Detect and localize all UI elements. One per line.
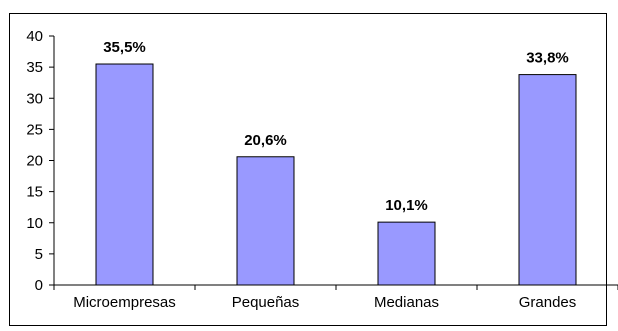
y-tick-label: 15 xyxy=(26,184,43,201)
x-tick-label: Microempresas xyxy=(73,294,176,311)
data-labels: 35,5% 20,6% 10,1% 33,8% xyxy=(103,39,569,214)
x-tick-label: Grandes xyxy=(519,294,577,311)
y-tick-label: 20 xyxy=(26,153,43,170)
y-axis-ticks: 0 5 10 15 20 25 30 35 40 xyxy=(26,28,54,294)
data-label: 33,8% xyxy=(526,50,569,67)
bar-medianas xyxy=(377,221,436,286)
x-axis-ticks: Microempresas Pequeñas Medianas Grandes xyxy=(53,285,618,311)
data-label: 10,1% xyxy=(385,197,428,214)
bar-microempresas xyxy=(95,63,154,286)
y-tick-label: 5 xyxy=(35,246,43,263)
data-label: 35,5% xyxy=(103,39,146,56)
y-tick-label: 35 xyxy=(26,59,43,76)
y-tick-label: 10 xyxy=(26,215,43,232)
bar-grandes xyxy=(518,74,577,286)
bar-pequeñas xyxy=(236,156,295,286)
x-tick-label: Medianas xyxy=(374,294,439,311)
y-tick-label: 30 xyxy=(26,90,43,107)
y-tick-label: 25 xyxy=(26,121,43,138)
x-tick-label: Pequeñas xyxy=(232,294,300,311)
data-label: 20,6% xyxy=(244,132,287,149)
bars xyxy=(95,63,577,286)
y-tick-label: 0 xyxy=(35,277,43,294)
y-tick-label: 40 xyxy=(26,28,43,45)
